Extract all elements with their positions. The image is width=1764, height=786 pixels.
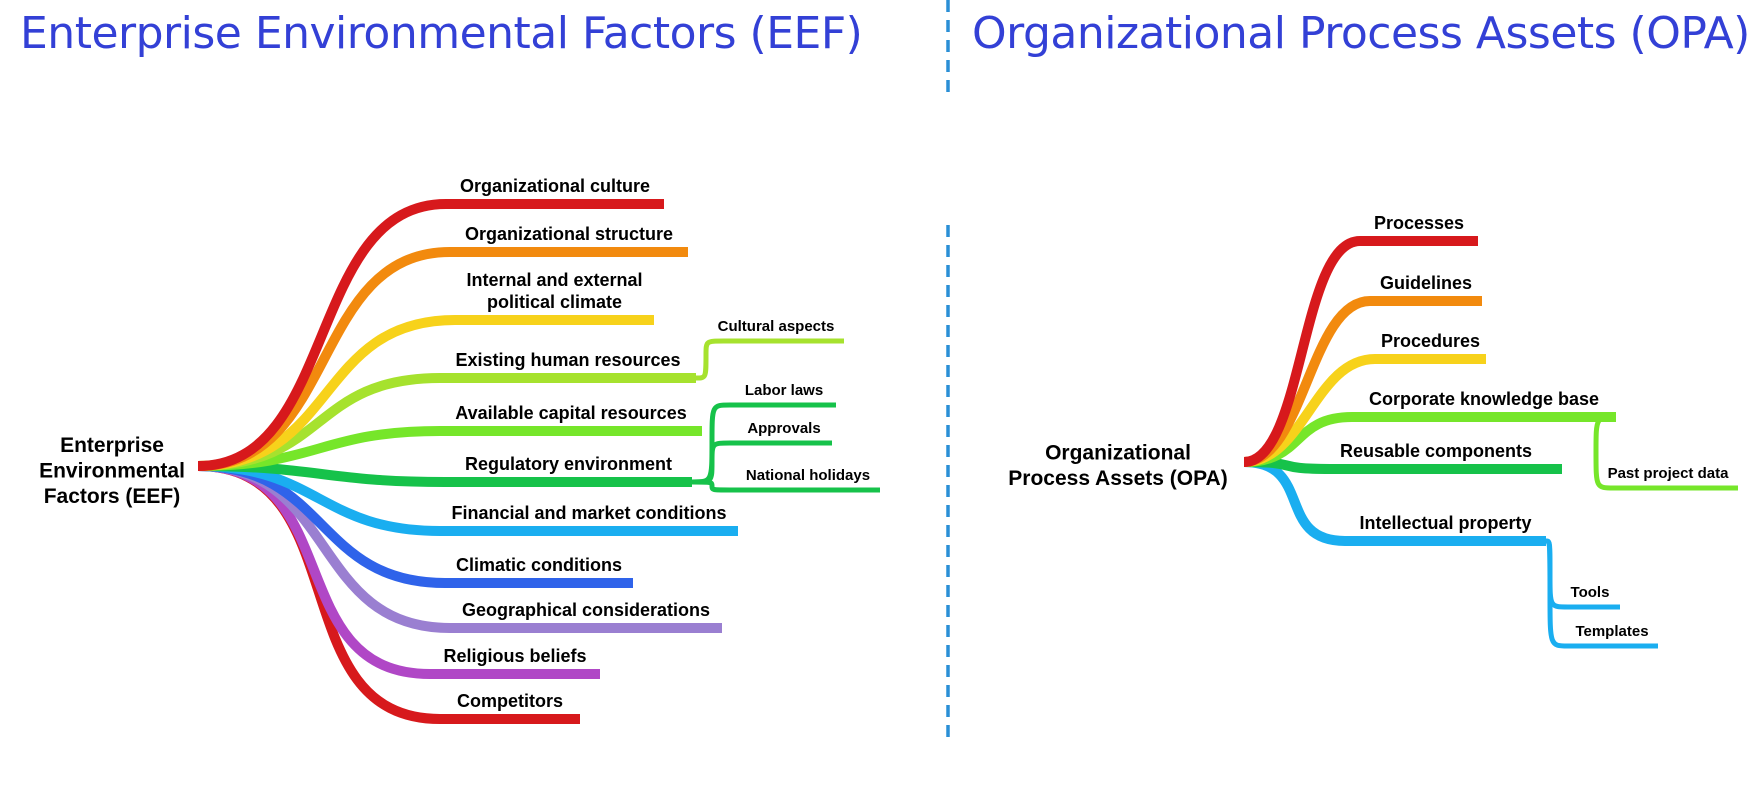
opa-child-label-tools: Tools (1571, 584, 1610, 601)
opa-heading: Organizational Process Assets (OPA) (972, 8, 1750, 59)
opa-branch-label-intellectual-property: Intellectual property (1359, 513, 1531, 533)
eef-branch-label-existing-human-resources: Existing human resources (455, 350, 680, 370)
opa-branch-label-guidelines: Guidelines (1380, 273, 1472, 293)
eef-root-label: Environmental (39, 459, 185, 482)
eef-branch-label-competitors: Competitors (457, 691, 563, 711)
opa-branch-line-processes (1243, 236, 1478, 467)
eef-branch-label-organizational-structure: Organizational structure (465, 224, 673, 244)
eef-branch-label-financial-and-market-conditions: Financial and market conditions (451, 503, 726, 523)
eef-branch-label-internal-and-external-political-climate: political climate (487, 292, 622, 312)
opa-child-label-past-project-data: Past project data (1608, 465, 1730, 482)
opa-branch-label-reusable-components: Reusable components (1340, 441, 1532, 461)
eef-branch-label-available-capital-resources: Available capital resources (455, 403, 686, 423)
eef-branch-label-regulatory-environment: Regulatory environment (465, 454, 672, 474)
eef-child-line-cultural-aspects (695, 338, 844, 381)
opa-branch-line-reusable-components (1243, 457, 1562, 474)
eef-child-label-approvals: Approvals (747, 420, 820, 437)
opa-branch-label-procedures: Procedures (1381, 331, 1480, 351)
eef-root-label: Enterprise (60, 434, 164, 457)
eef-child-label-labor-laws: Labor laws (745, 382, 823, 399)
eef-child-label-cultural-aspects: Cultural aspects (718, 318, 835, 335)
eef-heading: Enterprise Environmental Factors (EEF) (20, 8, 863, 59)
eef-child-label-national-holidays: National holidays (746, 467, 870, 484)
eef-branch-label-organizational-culture: Organizational culture (460, 176, 650, 196)
eef-branch-label-religious-beliefs: Religious beliefs (443, 646, 586, 666)
opa-child-line-past-project-data (1593, 414, 1738, 491)
eef-branch-label-internal-and-external-political-climate: Internal and external (466, 270, 642, 290)
eef-child-line-national-holidays (691, 479, 880, 493)
opa-root-label: Process Assets (OPA) (1008, 467, 1227, 490)
eef-branch-line-organizational-culture (197, 199, 664, 471)
opa-branch-line-guidelines (1243, 296, 1482, 467)
opa-mind-map: Organizational Process Assets (OPA) Intell… (1008, 213, 1738, 649)
eef-branch-label-climatic-conditions: Climatic conditions (456, 555, 622, 575)
opa-child-line-templates (1545, 538, 1658, 649)
eef-branch-label-geographical-considerations: Geographical considerations (462, 600, 710, 620)
opa-branch-label-corporate-knowledge-base: Corporate knowledge base (1369, 389, 1599, 409)
opa-child-label-templates: Templates (1575, 623, 1648, 640)
eef-root-label: Factors (EEF) (44, 485, 181, 508)
opa-branch-label-processes: Processes (1374, 213, 1464, 233)
opa-root-label: Organizational (1045, 441, 1191, 464)
